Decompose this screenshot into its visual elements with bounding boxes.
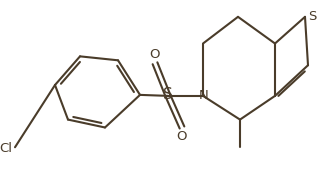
Text: O: O	[177, 130, 187, 143]
Text: S: S	[308, 10, 317, 23]
Text: N: N	[199, 89, 208, 102]
Text: O: O	[150, 48, 160, 61]
Text: S: S	[163, 87, 173, 102]
Text: Cl: Cl	[0, 142, 12, 155]
